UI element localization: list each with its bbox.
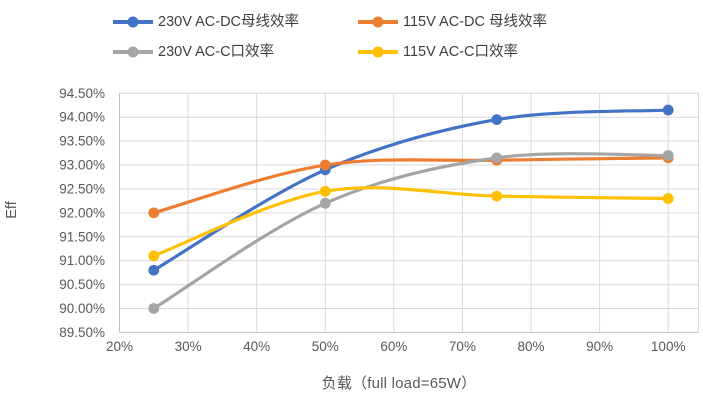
legend-dot-icon xyxy=(127,46,139,58)
x-tick-label: 100% xyxy=(651,339,686,354)
legend-dot-icon xyxy=(127,16,139,28)
y-tick-label: 90.50% xyxy=(59,277,105,292)
x-tick-label: 30% xyxy=(175,339,202,354)
x-tick-label: 60% xyxy=(380,339,407,354)
series-marker-2 xyxy=(148,303,160,314)
series-marker-2 xyxy=(662,150,674,161)
legend-marker-icon xyxy=(113,16,153,28)
legend-item-1: 115V AC-DC 母线效率 xyxy=(358,11,547,33)
x-tick-label: 40% xyxy=(243,339,270,354)
legend-item-2: 230V AC-C口效率 xyxy=(113,41,274,63)
legend-item-0: 230V AC-DC母线效率 xyxy=(113,11,299,33)
series-marker-3 xyxy=(491,190,503,202)
y-tick-label: 92.00% xyxy=(59,205,105,220)
x-tick-label: 20% xyxy=(106,339,133,354)
legend-label: 115V AC-C口效率 xyxy=(403,44,518,60)
y-tick-label: 91.50% xyxy=(59,229,105,244)
legend-label: 230V AC-DC母线效率 xyxy=(158,14,300,30)
legend-item-3: 115V AC-C口效率 xyxy=(358,41,518,63)
series-marker-3 xyxy=(148,250,160,262)
series-marker-3 xyxy=(662,193,674,204)
legend-marker-icon xyxy=(358,46,398,58)
series-line-2 xyxy=(152,152,670,311)
series-line-3 xyxy=(152,186,670,258)
y-tick-label: 90.00% xyxy=(59,301,105,316)
series-line-1 xyxy=(152,156,670,215)
y-tick-label: 94.00% xyxy=(59,110,105,125)
series-marker-0 xyxy=(491,114,503,126)
series-marker-2 xyxy=(319,197,331,209)
x-tick-label: 70% xyxy=(449,339,476,354)
y-tick-label: 94.50% xyxy=(59,86,105,101)
series-marker-1 xyxy=(148,207,160,219)
x-axis-title: 负载（full load=65W） xyxy=(321,375,477,392)
series-marker-1 xyxy=(319,159,331,171)
series-marker-3 xyxy=(319,185,331,197)
y-tick-label: 91.00% xyxy=(59,253,105,268)
legend-label: 115V AC-DC 母线效率 xyxy=(403,14,547,30)
legend-dot-icon xyxy=(372,46,384,58)
x-tick-label: 50% xyxy=(312,339,339,354)
chart-legend: 230V AC-DC母线效率 115V AC-DC 母线效率 230V AC-C口效… xyxy=(0,0,703,70)
y-tick-label: 93.00% xyxy=(59,158,105,173)
y-axis-title: Eff xyxy=(4,201,20,219)
legend-marker-icon xyxy=(113,46,153,58)
series-marker-2 xyxy=(491,152,503,164)
legend-marker-icon xyxy=(358,16,398,28)
y-tick-label: 93.50% xyxy=(59,134,105,149)
y-tick-label: 92.50% xyxy=(59,181,105,196)
y-tick-label: 89.50% xyxy=(59,325,105,340)
x-tick-label: 80% xyxy=(518,339,545,354)
x-tick-label: 90% xyxy=(586,339,613,354)
legend-label: 230V AC-C口效率 xyxy=(158,44,275,60)
legend-dot-icon xyxy=(372,16,384,28)
series-marker-0 xyxy=(662,104,674,116)
series-marker-0 xyxy=(148,264,160,276)
